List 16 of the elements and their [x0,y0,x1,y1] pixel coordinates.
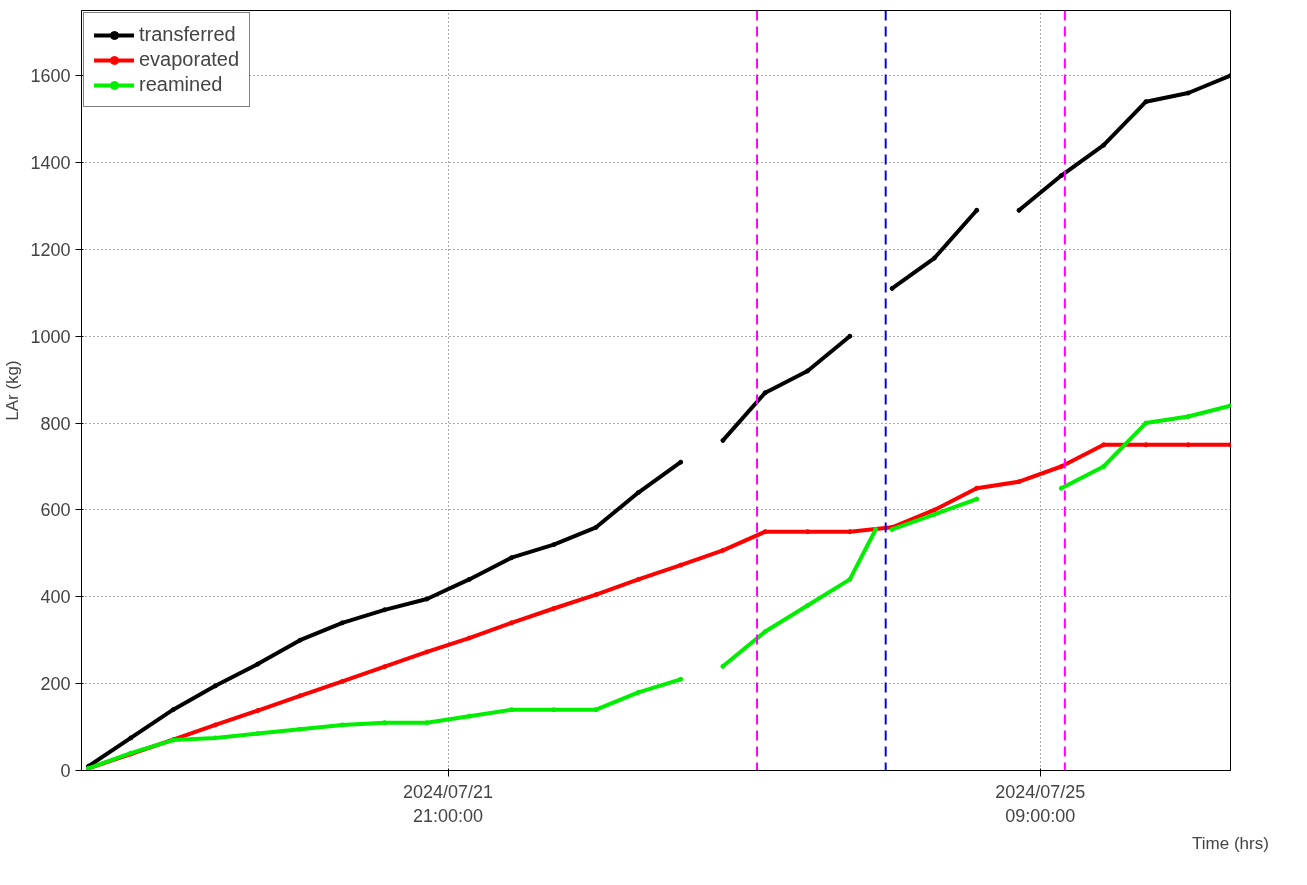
y-tick-label: 1400 [30,153,71,173]
x-tick-label: 2024/07/25 09:00:00 [995,781,1086,826]
x-axis-title: Time (hrs) [1192,833,1269,853]
legend-label: evaporated [139,48,240,71]
y-tick-label: 0 [60,761,71,781]
y-tick-label: 400 [40,587,71,608]
y-tick-label: 200 [40,674,71,695]
y-tick-label: 1200 [30,239,71,260]
y-tick-label: 600 [40,500,71,521]
legend-label: reamined [139,73,223,96]
x-tick-label: 2024/07/21 21:00:00 [403,781,494,826]
y-tick-label: 1000 [30,326,71,347]
y-tick-label: 1600 [30,66,71,87]
y-axis-title: LAr (kg) [3,360,23,421]
y-tick-label: 800 [40,413,71,434]
legend-label: transferred [139,23,236,46]
